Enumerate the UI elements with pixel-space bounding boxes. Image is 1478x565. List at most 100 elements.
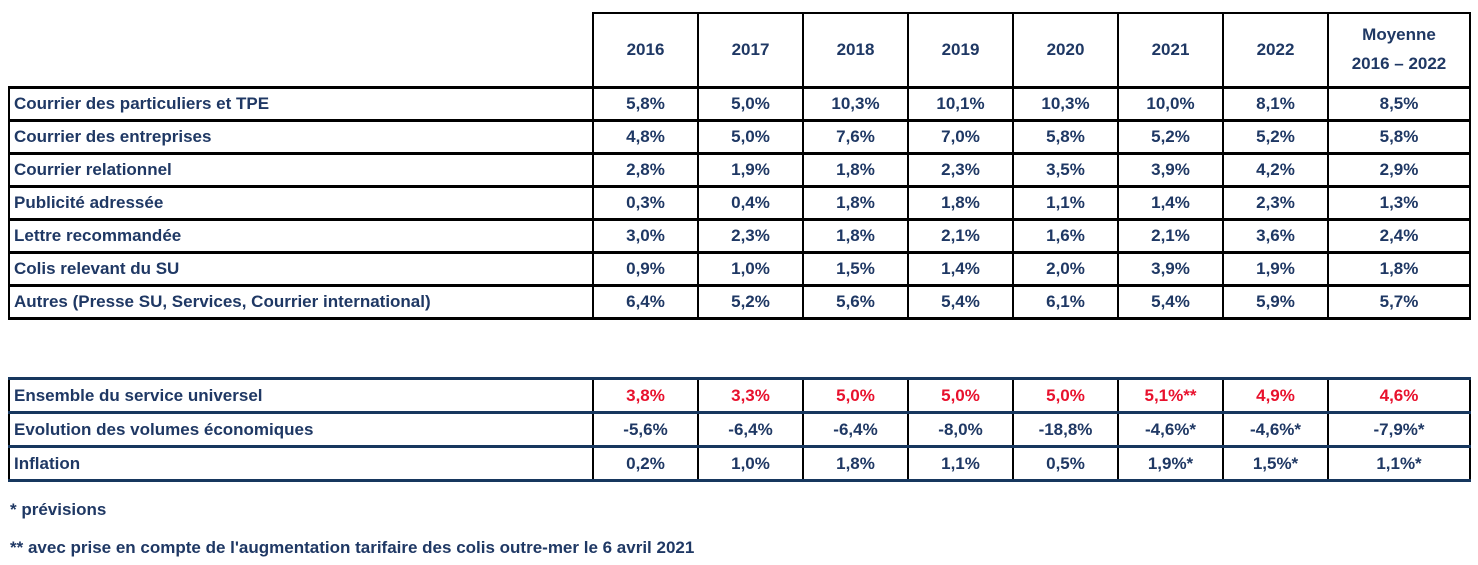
- value-cell: 0,4%: [697, 184, 804, 221]
- value-cell: 1,5%*: [1222, 445, 1329, 482]
- value-cell: 3,8%: [592, 377, 699, 414]
- value-cell: 1,3%: [1327, 184, 1471, 221]
- value-cell: -5,6%: [592, 411, 699, 448]
- value-cell: 3,9%: [1117, 151, 1224, 188]
- value-cell: 3,9%: [1117, 250, 1224, 287]
- table-row: Colis relevant du SU 0,9% 1,0% 1,5% 1,4% 2,0%…: [8, 250, 1471, 287]
- row-label: Ensemble du service universel: [8, 377, 594, 414]
- value-cell: 2,3%: [907, 151, 1014, 188]
- value-cell: 1,5%: [802, 250, 909, 287]
- year-header-2016: 2016: [592, 12, 699, 88]
- value-cell: 4,6%: [1327, 377, 1471, 414]
- value-cell: 2,4%: [1327, 217, 1471, 254]
- value-cell: 2,1%: [907, 217, 1014, 254]
- table-row: Courrier relationnel 2,8% 1,9% 1,8% 2,3% 3,5%…: [8, 151, 1471, 188]
- year-header-2022: 2022: [1222, 12, 1329, 88]
- row-label: Courrier des entreprises: [8, 118, 594, 155]
- value-cell: 5,1%**: [1117, 377, 1224, 414]
- year-header-2021: 2021: [1117, 12, 1224, 88]
- value-cell: 1,0%: [697, 250, 804, 287]
- value-cell: -4,6%*: [1222, 411, 1329, 448]
- row-label: Courrier relationnel: [8, 151, 594, 188]
- year-header-2017: 2017: [697, 12, 804, 88]
- table-row: Publicité adressée 0,3% 0,4% 1,8% 1,8% 1,1% 1,…: [8, 184, 1471, 221]
- value-cell: 1,0%: [697, 445, 804, 482]
- table-row: Ensemble du service universel 3,8% 3,3% 5,0…: [8, 377, 1471, 414]
- year-header-row: 2016 2017 2018 2019 2020 2021 2022 Moyen…: [9, 12, 1471, 88]
- value-cell: 10,3%: [802, 85, 909, 122]
- value-cell: 1,8%: [802, 217, 909, 254]
- value-cell: 5,0%: [907, 377, 1014, 414]
- value-cell: 5,8%: [1012, 118, 1119, 155]
- value-cell: 5,0%: [802, 377, 909, 414]
- value-cell: 1,8%: [907, 184, 1014, 221]
- table-row: Courrier des particuliers et TPE 5,8% 5,0%…: [8, 85, 1471, 122]
- row-label: Courrier des particuliers et TPE: [8, 85, 594, 122]
- value-cell: 4,2%: [1222, 151, 1329, 188]
- year-header-2020: 2020: [1012, 12, 1119, 88]
- table-row: Inflation 0,2% 1,0% 1,8% 1,1% 0,5% 1,9%* 1,5%* 1…: [8, 445, 1471, 482]
- row-label: Autres (Presse SU, Services, Courrier in…: [8, 283, 594, 320]
- row-label: Publicité adressée: [8, 184, 594, 221]
- value-cell: 5,9%: [1222, 283, 1329, 320]
- value-cell: 5,7%: [1327, 283, 1471, 320]
- value-cell: -18,8%: [1012, 411, 1119, 448]
- value-cell: 1,8%: [802, 151, 909, 188]
- value-cell: 2,0%: [1012, 250, 1119, 287]
- value-cell: 2,8%: [592, 151, 699, 188]
- row-label: Lettre recommandée: [8, 217, 594, 254]
- value-cell: 10,1%: [907, 85, 1014, 122]
- value-cell: 1,4%: [1117, 184, 1224, 221]
- value-cell: -4,6%*: [1117, 411, 1224, 448]
- value-cell: 5,4%: [907, 283, 1014, 320]
- value-cell: 5,2%: [697, 283, 804, 320]
- value-cell: 1,9%*: [1117, 445, 1224, 482]
- value-cell: 1,8%: [802, 184, 909, 221]
- value-cell: 3,6%: [1222, 217, 1329, 254]
- value-cell: 5,8%: [592, 85, 699, 122]
- value-cell: 10,3%: [1012, 85, 1119, 122]
- value-cell: 5,4%: [1117, 283, 1224, 320]
- footnote-colis-outre-mer: ** avec prise en compte de l'augmentatio…: [10, 538, 695, 557]
- blank-corner-cell: [9, 13, 593, 87]
- value-cell: 0,2%: [592, 445, 699, 482]
- value-cell: 5,2%: [1117, 118, 1224, 155]
- value-cell: 1,9%: [1222, 250, 1329, 287]
- value-cell: 1,1%: [1012, 184, 1119, 221]
- tariff-increase-table: 2016 2017 2018 2019 2020 2021 2022 Moyen…: [8, 12, 1471, 320]
- value-cell: 0,9%: [592, 250, 699, 287]
- row-label: Evolution des volumes économiques: [8, 411, 594, 448]
- table-row: Evolution des volumes économiques -5,6% -6…: [8, 411, 1471, 448]
- value-cell: 2,1%: [1117, 217, 1224, 254]
- value-cell: 2,3%: [1222, 184, 1329, 221]
- value-cell: 4,8%: [592, 118, 699, 155]
- value-cell: 5,2%: [1222, 118, 1329, 155]
- moyenne-header-line2: 2016 – 2022: [1351, 54, 1447, 74]
- value-cell: 5,0%: [697, 85, 804, 122]
- value-cell: 1,8%: [1327, 250, 1471, 287]
- value-cell: 7,0%: [907, 118, 1014, 155]
- year-header-2019: 2019: [907, 12, 1014, 88]
- moyenne-header-line1: Moyenne: [1362, 25, 1436, 45]
- value-cell: 7,6%: [802, 118, 909, 155]
- value-cell: 5,6%: [802, 283, 909, 320]
- summary-table: Ensemble du service universel 3,8% 3,3% 5,0…: [8, 377, 1471, 482]
- value-cell: 8,5%: [1327, 85, 1471, 122]
- table-row: Courrier des entreprises 4,8% 5,0% 7,6% 7,0%…: [8, 118, 1471, 155]
- value-cell: 4,9%: [1222, 377, 1329, 414]
- value-cell: 3,5%: [1012, 151, 1119, 188]
- value-cell: 6,1%: [1012, 283, 1119, 320]
- value-cell: 8,1%: [1222, 85, 1329, 122]
- value-cell: 3,0%: [592, 217, 699, 254]
- value-cell: 0,5%: [1012, 445, 1119, 482]
- value-cell: 10,0%: [1117, 85, 1224, 122]
- value-cell: 2,9%: [1327, 151, 1471, 188]
- value-cell: 6,4%: [592, 283, 699, 320]
- value-cell: 0,3%: [592, 184, 699, 221]
- value-cell: 5,0%: [1012, 377, 1119, 414]
- row-label: Inflation: [8, 445, 594, 482]
- value-cell: 1,4%: [907, 250, 1014, 287]
- value-cell: 5,8%: [1327, 118, 1471, 155]
- value-cell: -6,4%: [802, 411, 909, 448]
